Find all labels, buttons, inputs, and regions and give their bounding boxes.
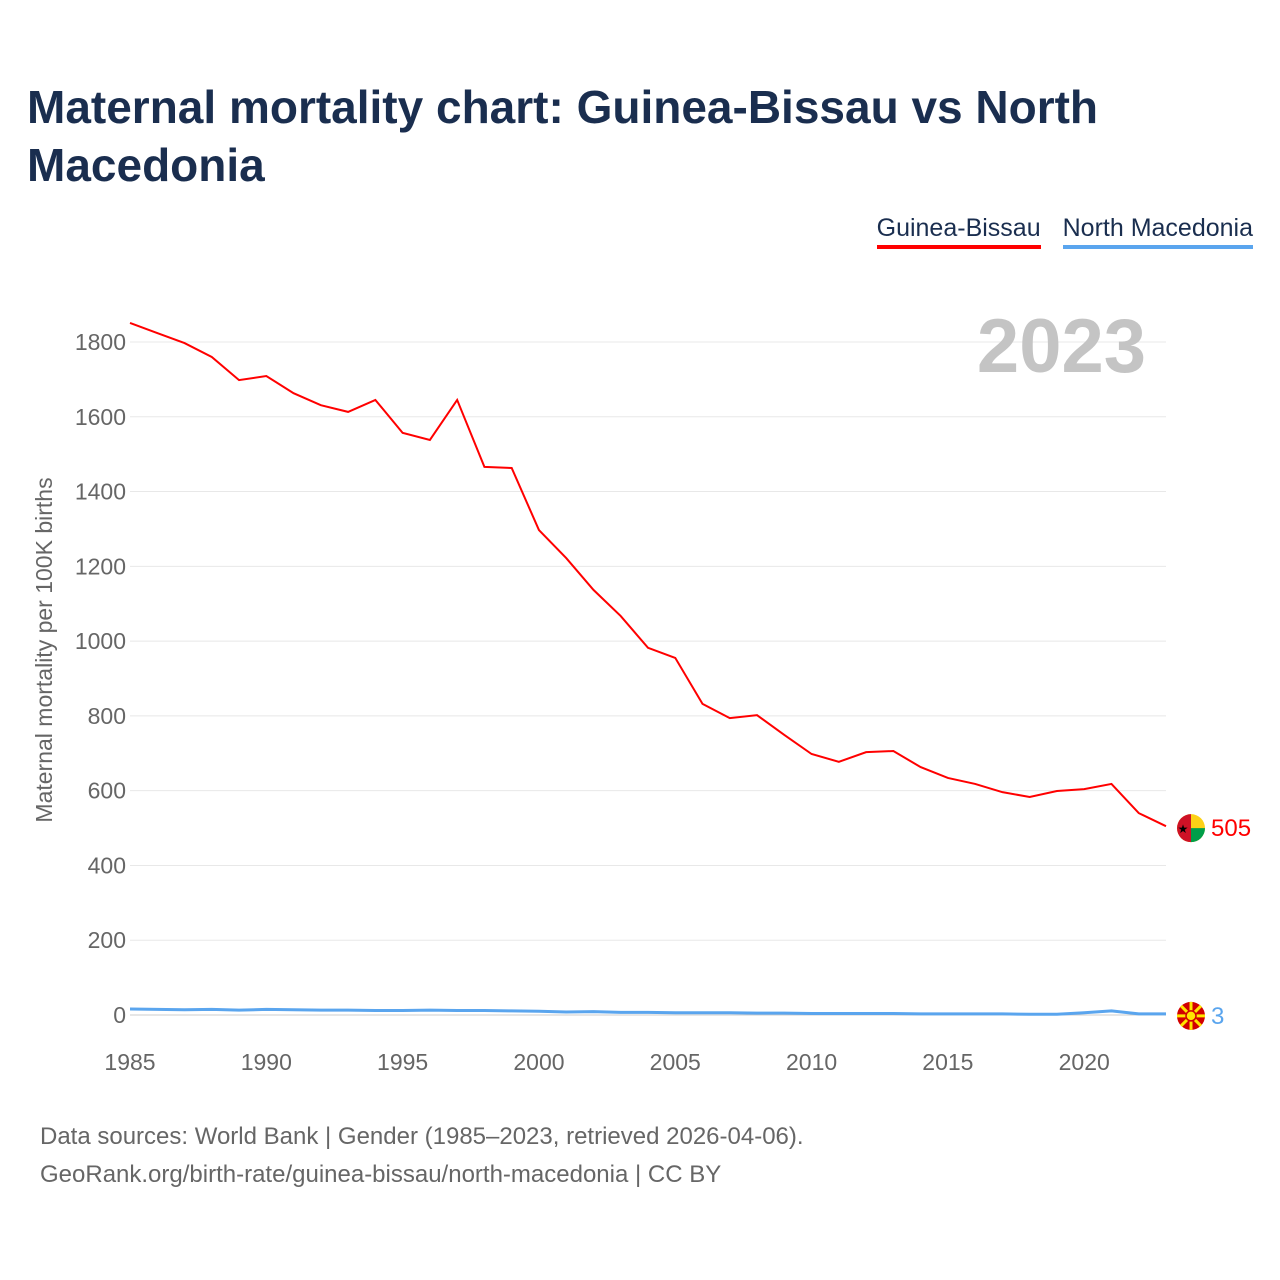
x-tick-label: 2020 [1059,1049,1110,1075]
end-value-label: 3 [1211,1003,1224,1030]
legend: Guinea-Bissau North Macedonia [876,214,1253,249]
series-line-guinea-bissau [129,321,1167,828]
y-axis-label: Maternal mortality per 100K births [31,477,57,822]
chart-title: Maternal mortality chart: Guinea-Bissau … [27,81,1099,191]
source-note: Data sources: World Bank | Gender (1985–… [40,1118,804,1194]
flag-sun [1185,1010,1197,1022]
y-tick-label: 1400 [75,479,126,505]
flag-star: ★ [1178,822,1189,836]
y-tick-label: 600 [88,778,126,804]
series-line-north-macedonia [129,1007,1166,1016]
x-tick-label: 1995 [377,1049,428,1075]
legend-north-macedonia[interactable]: North Macedonia [1062,214,1253,249]
y-tick-label: 1800 [75,329,126,355]
x-tick-label: 2010 [786,1049,837,1075]
end-value-label: 505 [1211,815,1251,842]
flag-part [1191,828,1205,843]
y-tick-label: 1200 [75,553,126,579]
y-tick-label: 200 [88,927,126,953]
year-label: 2023 [977,304,1146,389]
y-tick-label: 0 [113,1002,126,1028]
legend-guinea-bissau[interactable]: Guinea-Bissau [876,214,1041,249]
y-tick-label: 1600 [75,404,126,430]
x-tick-label: 1985 [104,1049,155,1075]
flag-part [1177,814,1191,843]
x-tick-label: 2015 [922,1049,973,1075]
source-line-2[interactable]: GeoRank.org/birth-rate/guinea-bissau/nor… [40,1161,722,1188]
x-tick-label: 2005 [650,1049,701,1075]
y-tick-label: 800 [88,703,126,729]
x-tick-label: 2000 [513,1049,564,1075]
y-tick-label: 1000 [75,628,126,654]
y-tick-label: 400 [88,852,126,878]
x-tick-label: 1990 [241,1049,292,1075]
source-line-1: Data sources: World Bank | Gender (1985–… [40,1123,804,1150]
